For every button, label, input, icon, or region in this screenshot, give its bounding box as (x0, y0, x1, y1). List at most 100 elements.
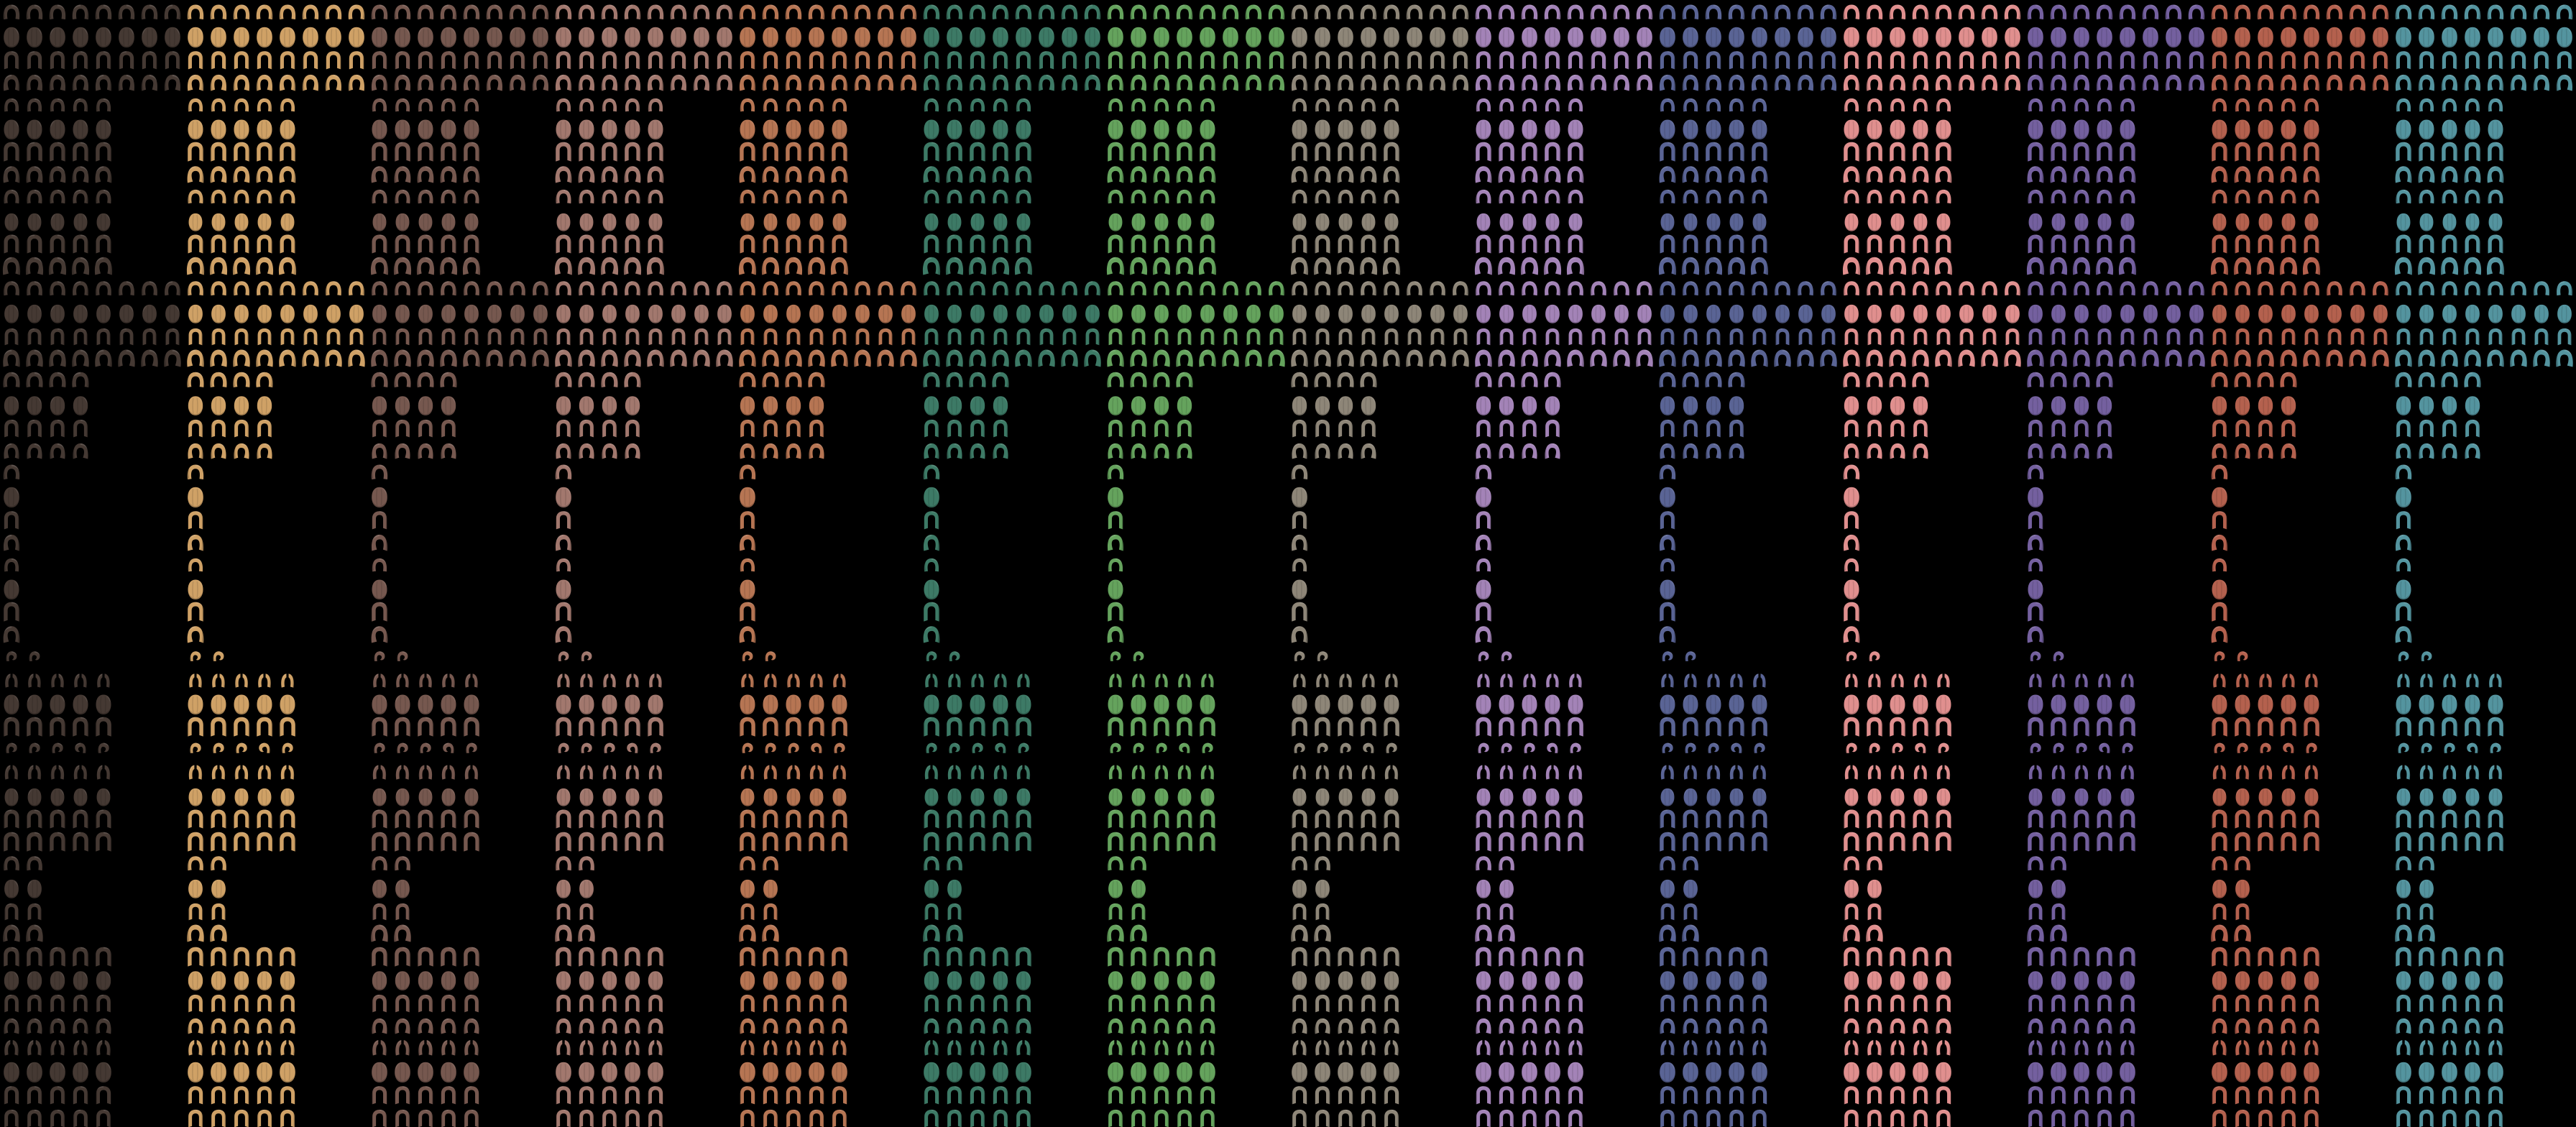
hair-sprite-copper-fringe (786, 1109, 801, 1127)
hair-sprite-dark-brown-oval (27, 304, 42, 323)
hair-sprite-warm-grey-part (1362, 673, 1375, 688)
hair-sprite-pine-green-oval (924, 694, 939, 714)
hair-sprite-warm-grey-fringe (1292, 903, 1307, 921)
hair-sprite-dusty-rose-oval (602, 788, 617, 806)
hair-sprite-lavender-oval (1545, 971, 1560, 990)
hair-sprite-green-swoop (1176, 349, 1193, 367)
hair-sprite-warm-grey-swoop (1291, 626, 1308, 643)
hair-sprite-green-swoop (1199, 74, 1216, 91)
hair-sprite-copper-oval (809, 213, 824, 231)
hair-sprite-dark-brown-fringe (50, 1109, 65, 1127)
hair-sprite-dusty-rose-oval (648, 788, 663, 806)
hair-sprite-dark-brown-cap (3, 4, 20, 19)
hair-sprite-salmon-pink-oval (1890, 304, 1905, 323)
hair-sprite-warm-grey-part (1292, 1040, 1307, 1056)
hair-sprite-lavender-fringe (1545, 947, 1560, 967)
hair-sprite-lavender-fringe (1568, 809, 1583, 829)
hair-sprite-green-cap (1176, 4, 1193, 19)
hair-sprite-salmon-pink-oval (1844, 119, 1859, 139)
hair-sprite-steel-teal-swoop (2440, 257, 2459, 275)
hair-sprite-blonde-oval (257, 119, 272, 139)
hair-sprite-copper-fringe (786, 809, 801, 829)
hair-sprite-dusty-rose-curl (558, 742, 569, 753)
hair-sprite-violet-cap (2028, 98, 2043, 112)
hair-sprite-pine-green-oval (924, 396, 939, 415)
hair-sprite-pine-green-fringe (924, 947, 939, 967)
hair-sprite-pine-green-fringe (993, 809, 1008, 829)
hair-sprite-steel-teal-fringe (2534, 328, 2549, 346)
hair-sprite-blonde-swoop (278, 257, 297, 275)
hair-sprite-warm-grey-oval (1453, 304, 1468, 323)
hair-sprite-taupe-fringe (395, 903, 410, 921)
hair-sprite-dusty-rose-fringe (556, 51, 571, 70)
hair-sprite-steel-teal-cap (2396, 189, 2411, 204)
hair-sprite-steel-teal-oval (2557, 27, 2572, 48)
hair-sprite-green-fringe (1108, 51, 1123, 70)
hair-sprite-lavender-cap (1499, 189, 1514, 204)
hair-sprite-violet-oval (2074, 971, 2089, 990)
hair-sprite-dark-brown-cap (4, 281, 19, 296)
hair-sprite-lavender-fringe (1499, 419, 1514, 438)
hair-sprite-salmon-pink-oval (1959, 27, 1974, 48)
hair-sprite-salmon-pink-fringe (1867, 142, 1882, 162)
hair-sprite-blonde-cap (210, 4, 227, 19)
hair-sprite-green-swoop (1154, 1018, 1169, 1034)
hair-sprite-green-fringe (1131, 328, 1146, 346)
hair-sprite-green-part (1108, 765, 1123, 780)
hair-sprite-green-fringe (1108, 1109, 1123, 1127)
hair-sprite-lavender-swoop (1636, 349, 1653, 367)
hair-sprite-dark-brown-oval (27, 971, 42, 990)
hair-sprite-taupe-fringe (418, 832, 433, 852)
hair-sprite-brick-red-oval (2235, 119, 2250, 139)
hair-sprite-green-cap (1200, 281, 1215, 296)
hair-sprite-pine-green-swoop (947, 443, 962, 459)
hair-sprite-blonde-oval (303, 27, 318, 48)
hair-sprite-dark-brown-oval (73, 119, 88, 139)
hair-sprite-brick-red-oval (2281, 119, 2296, 139)
hair-sprite-dark-brown-cap (4, 558, 19, 572)
hair-sprite-lavender-fringe (1522, 51, 1537, 70)
hair-sprite-slate-blue-part (1661, 673, 1674, 688)
hair-sprite-green-fringe (1108, 142, 1123, 162)
hair-sprite-dusty-rose-oval (556, 396, 571, 415)
hair-sprite-blonde-cap (188, 98, 203, 112)
hair-sprite-pine-green-oval (947, 213, 962, 231)
hair-sprite-salmon-pink-part (1844, 765, 1859, 780)
hair-sprite-warm-grey-fringe (1292, 142, 1307, 162)
hair-sprite-brick-red-fringe (2350, 328, 2365, 346)
hair-sprite-copper-fringe (763, 328, 778, 346)
hair-sprite-copper-fringe (786, 234, 801, 254)
hair-sprite-salmon-pink-cap (1866, 372, 1883, 387)
hair-sprite-pine-green-part (1016, 765, 1031, 780)
hair-sprite-copper-fringe (740, 947, 755, 967)
hair-sprite-slate-blue-fringe (1660, 947, 1675, 967)
hair-sprite-steel-teal-cap (2488, 281, 2503, 296)
hair-sprite-lavender-curl (1478, 651, 1489, 661)
hair-sprite-steel-teal-oval (2465, 1062, 2480, 1083)
hair-sprite-warm-grey-curl (1363, 742, 1374, 753)
hair-sprite-copper-cap (786, 189, 801, 204)
hair-sprite-slate-blue-oval (1683, 1062, 1698, 1083)
hair-sprite-dark-brown-fringe (27, 1086, 42, 1105)
hair-sprite-dark-brown-fringe (96, 328, 111, 346)
hair-sprite-dark-brown-oval (4, 27, 19, 48)
hair-sprite-dark-brown-fringe (96, 832, 111, 852)
hair-sprite-copper-swoop (738, 257, 757, 275)
hair-sprite-lavender-cap (1521, 372, 1538, 387)
hair-sprite-slate-blue-fringe (1798, 51, 1813, 70)
hair-sprite-brick-red-fringe (2258, 809, 2273, 829)
hair-sprite-copper-curl (811, 742, 822, 753)
hair-sprite-slate-blue-swoop (1704, 257, 1723, 275)
hair-sprite-dusty-rose-cap (556, 558, 571, 572)
hair-sprite-warm-grey-fringe (1361, 947, 1376, 967)
hair-sprite-lavender-swoop (1636, 74, 1653, 91)
hair-sprite-blonde-fringe (257, 994, 272, 1013)
hair-sprite-taupe-fringe (464, 328, 479, 346)
hair-sprite-steel-teal-cap (2418, 372, 2435, 387)
hair-sprite-green-fringe (1108, 832, 1123, 852)
hair-sprite-salmon-pink-part (1844, 1040, 1859, 1056)
hair-sprite-violet-curl (2030, 742, 2041, 753)
hair-sprite-dusty-rose-oval (556, 579, 571, 599)
hair-sprite-steel-teal-fringe (2465, 994, 2480, 1013)
hair-sprite-dusty-rose-cap (624, 4, 641, 19)
